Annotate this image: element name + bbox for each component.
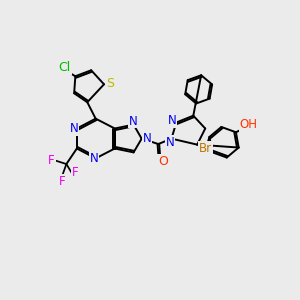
Text: F: F (48, 154, 55, 167)
Text: N: N (142, 132, 152, 145)
Text: N: N (129, 115, 138, 128)
Text: N: N (90, 152, 98, 165)
Text: N: N (70, 122, 78, 135)
Text: O: O (158, 155, 168, 168)
Text: Br: Br (199, 142, 212, 155)
Text: N: N (166, 136, 174, 149)
Text: F: F (72, 167, 79, 179)
Text: S: S (106, 77, 114, 90)
Text: N: N (168, 114, 176, 127)
Text: OH: OH (240, 118, 258, 131)
Text: F: F (58, 175, 65, 188)
Text: Cl: Cl (58, 61, 71, 74)
